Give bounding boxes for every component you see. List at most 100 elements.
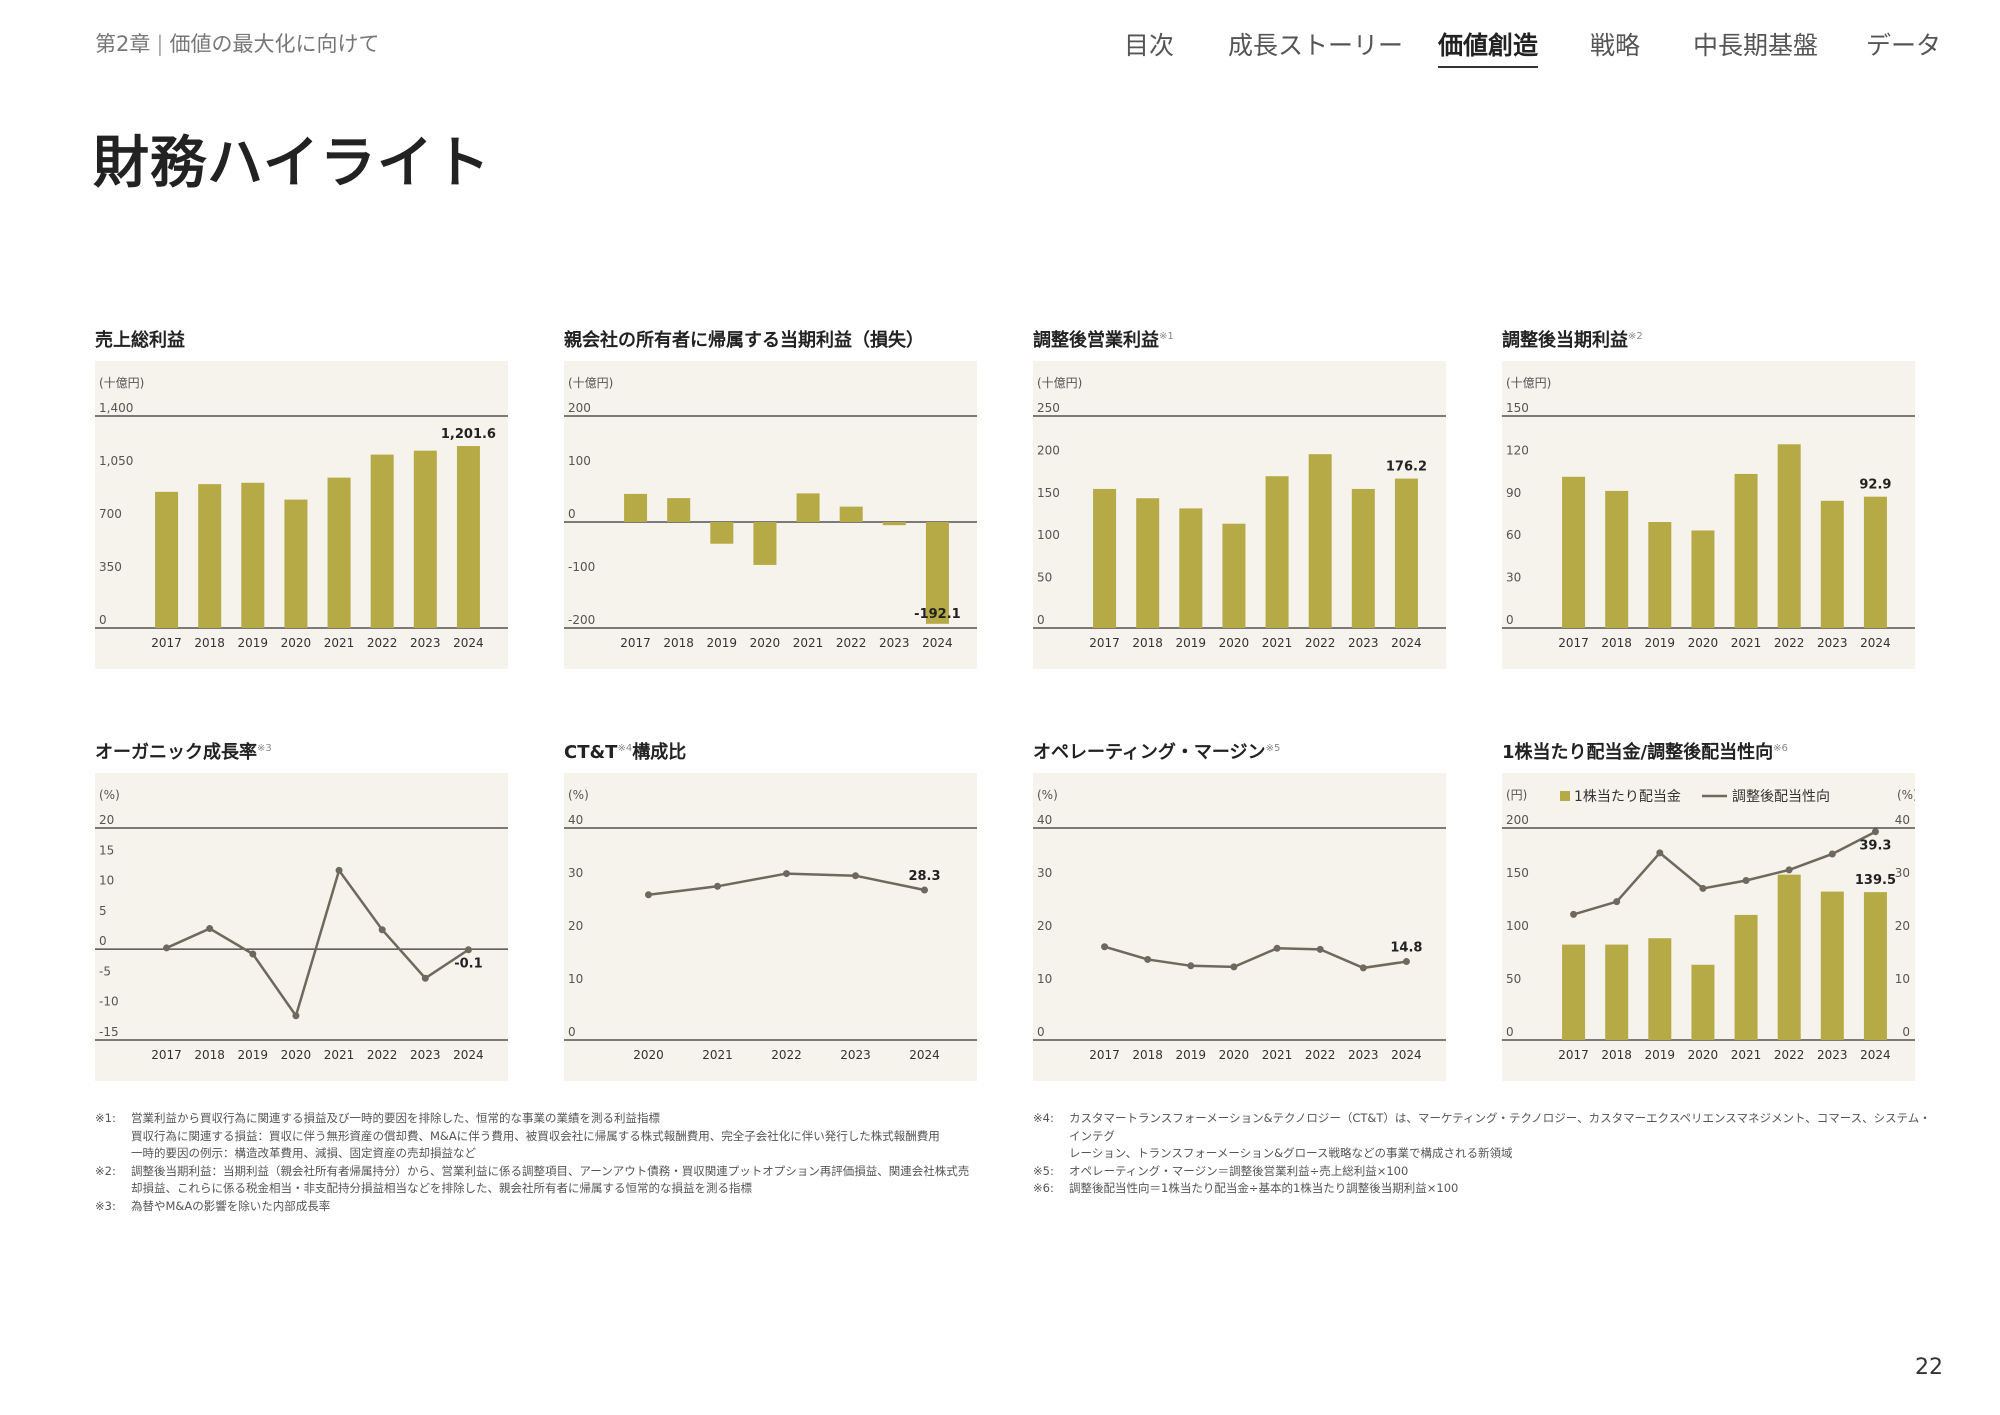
chart-title: 調整後営業利益※1 <box>1033 326 1174 352</box>
bar-2022 <box>370 454 394 628</box>
bar-2021 <box>796 493 820 522</box>
chart-title: 親会社の所有者に帰属する当期利益（損失） <box>564 326 924 352</box>
footnotes-left: ※1: 営業利益から買収行為に関連する損益及び一時的要因を排除した、恒常的な事業の… <box>95 1110 995 1215</box>
page-number: 22 <box>1915 1355 1943 1380</box>
footnote-mark: ※6: <box>1033 1181 1054 1195</box>
y-tick-label: 1,400 <box>99 401 133 415</box>
data-label: 1,201.6 <box>441 427 496 442</box>
bar-2022 <box>1777 444 1801 628</box>
bar-2019 <box>1179 508 1203 628</box>
bar-2023 <box>1820 500 1844 628</box>
bar-2023 <box>1351 488 1375 628</box>
x-tick-label: 2022 <box>367 636 398 650</box>
x-tick-label: 2022 <box>1774 636 1805 650</box>
y-tick-label: 700 <box>99 507 122 521</box>
line-point-2024 <box>921 886 928 894</box>
line-point-2020 <box>645 891 652 899</box>
footnote-line: 買収行為に関連する損益：買収に伴う無形資産の償却費、M&Aに伴う費用、被買収会社… <box>131 1128 940 1143</box>
y-tick-label: 0 <box>1037 1025 1045 1039</box>
x-tick-label: 2021 <box>1262 636 1293 650</box>
x-tick-label: 2022 <box>771 1048 802 1062</box>
bar-2024 <box>456 446 480 628</box>
y-tick-label: 200 <box>1506 813 1529 827</box>
chapter-label: 第2章 | 価値の最大化に向けて <box>95 28 379 58</box>
x-tick-label: 2021 <box>324 1048 355 1062</box>
x-tick-label: 2018 <box>1601 1048 1632 1062</box>
y-tick-label: 150 <box>1506 401 1529 415</box>
y-axis-unit: (%) <box>568 788 589 802</box>
line-point-2022 <box>1316 945 1324 953</box>
bar-2017 <box>624 493 648 522</box>
footnote-line: カスタマートランスフォーメーション&テクノロジー（CT&T）は、マーケティング・… <box>1069 1111 1931 1143</box>
chart-title: オペレーティング・マージン※5 <box>1033 738 1280 764</box>
x-tick-label: 2021 <box>702 1048 733 1062</box>
x-tick-label: 2024 <box>1860 636 1891 650</box>
y-axis-unit: (円) <box>1506 788 1527 802</box>
bar-2020 <box>284 499 308 628</box>
line-point-2021 <box>335 866 343 874</box>
line-point-2019 <box>1656 849 1664 857</box>
footnote: ※2: 調整後当期利益：当期利益（親会社所有者帰属持分）から、営業利益に係る調整項… <box>95 1163 995 1198</box>
x-tick-label: 2023 <box>879 636 910 650</box>
chart-title-text: 売上総利益 <box>95 330 185 351</box>
line-point-2023 <box>1828 850 1836 858</box>
bar-2019 <box>710 522 734 544</box>
y-tick-label: 0 <box>568 1025 576 1039</box>
data-label: 14.8 <box>1390 941 1422 956</box>
nav-item-value-creation[interactable]: 価値創造 <box>1438 26 1539 68</box>
chart-title-rest: 構成比 <box>632 742 687 763</box>
bar-2019 <box>1648 522 1672 628</box>
y-axis-unit: (%) <box>1037 788 1058 802</box>
footnote: ※5: オペレーティング・マージン＝調整後営業利益÷売上総利益×100 <box>1033 1163 1933 1181</box>
x-tick-label: 2024 <box>922 636 953 650</box>
chart-title-text: CT&T <box>564 742 618 763</box>
bar-2017 <box>155 491 179 628</box>
legend-label-payout: 調整後配当性向 <box>1732 789 1830 805</box>
y-tick-label: 0 <box>568 507 576 521</box>
x-tick-label: 2024 <box>1860 1048 1891 1062</box>
chart-svg: (%) -15 -10 -5 0 5 10 15 20 2017 2018 2019 2020 2021 2… <box>95 788 508 1062</box>
x-tick-label: 2020 <box>1688 636 1719 650</box>
nav-item-contents[interactable]: 目次 <box>1124 31 1175 60</box>
y-tick-label: 200 <box>1037 443 1060 457</box>
line-point-2021 <box>714 882 721 890</box>
y-tick-label: -100 <box>568 560 595 574</box>
bar-2018 <box>1605 944 1629 1040</box>
chart-title: 1株当たり配当金/調整後配当性向※6 <box>1502 738 1788 764</box>
line-point-2019 <box>1187 962 1195 970</box>
y-tick-label: 40 <box>1037 813 1052 827</box>
y-tick-label: 200 <box>568 401 591 415</box>
nav-item-strategy[interactable]: 戦略 <box>1590 31 1641 60</box>
line-point-2023 <box>1359 964 1367 972</box>
y-tick-label-right: 20 <box>1895 919 1910 933</box>
footnote-ref: ※6 <box>1773 743 1788 754</box>
x-tick-label: 2020 <box>281 1048 312 1062</box>
y-tick-label: -5 <box>99 964 111 978</box>
y-tick-label: 350 <box>99 560 122 574</box>
nav-item-foundation[interactable]: 中長期基盤 <box>1693 31 1819 60</box>
data-label: -0.1 <box>454 957 482 972</box>
x-tick-label: 2023 <box>1348 636 1379 650</box>
x-tick-label: 2019 <box>1645 1048 1676 1062</box>
y-tick-label: -10 <box>99 995 119 1009</box>
series-line <box>166 867 470 1019</box>
x-tick-label: 2017 <box>1558 1048 1589 1062</box>
bar-2018 <box>1136 498 1160 628</box>
y-tick-label-right: 10 <box>1895 972 1910 986</box>
x-tick-label: 2019 <box>238 1048 269 1062</box>
chart-title: オーガニック成長率※3 <box>95 738 272 764</box>
y-tick-label-right: 0 <box>1902 1025 1910 1039</box>
y-tick-label: 100 <box>1037 528 1060 542</box>
footnote: ※6: 調整後配当性向＝1株当たり配当金÷基本的1株当たり調整後当期利益×100 <box>1033 1180 1933 1198</box>
y-tick-label: 0 <box>1506 613 1514 627</box>
x-tick-label: 2023 <box>1348 1048 1379 1062</box>
x-tick-label: 2023 <box>1817 1048 1848 1062</box>
footnote-mark: ※3: <box>95 1198 116 1213</box>
y-tick-label: 150 <box>1506 866 1529 880</box>
x-tick-label: 2017 <box>1089 1048 1120 1062</box>
nav-item-growth-story[interactable]: 成長ストーリー <box>1228 31 1404 60</box>
nav-item-data[interactable]: データ <box>1866 31 1942 60</box>
chart-svg: (十億円) 0 30 60 90 120 150 2017 2018 2019 2020 2021 20… <box>1502 376 1915 650</box>
y-tick-label: 0 <box>99 613 107 627</box>
y-axis-unit: (十億円) <box>568 376 613 390</box>
